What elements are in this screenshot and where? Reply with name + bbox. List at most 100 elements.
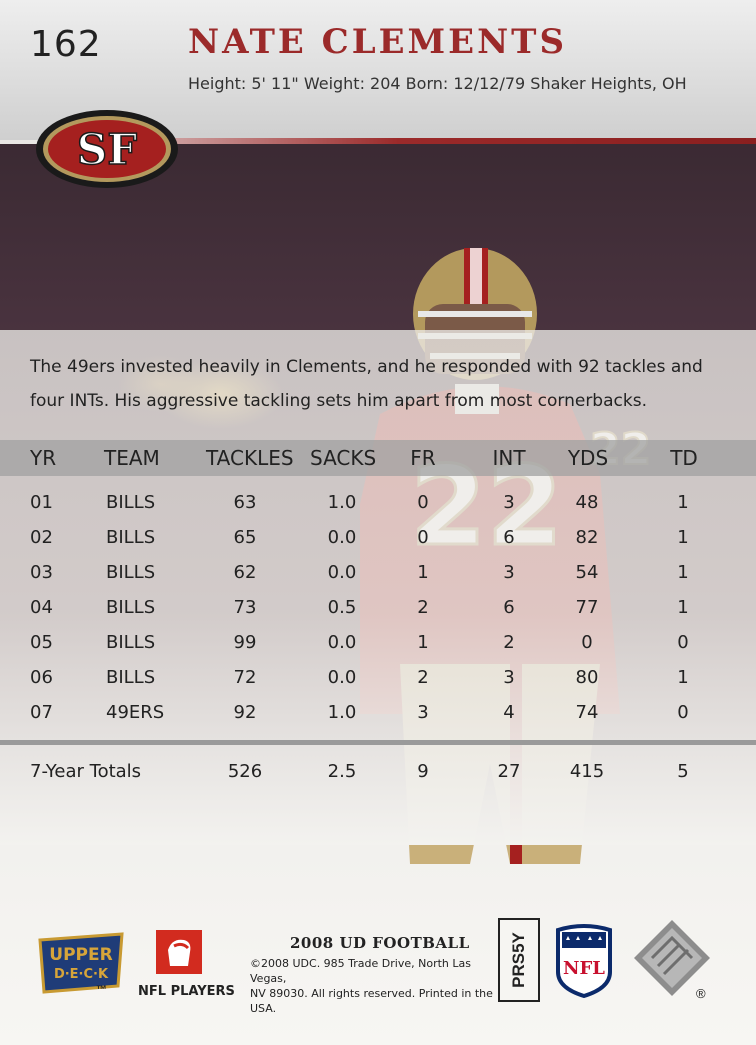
cell-sacks: 0.0 xyxy=(327,667,357,688)
total-int: 27 xyxy=(497,761,521,782)
photo-fade-overlay xyxy=(0,330,756,845)
cell-team: BILLS xyxy=(106,597,156,618)
player-name: NATE CLEMENTS xyxy=(188,22,568,62)
card-code: PRS5Y xyxy=(509,932,528,988)
copyright-line-2: NV 89030. All rights reserved. Printed i… xyxy=(250,987,493,1015)
cell-tackles: 65 xyxy=(233,527,257,548)
cell-int: 6 xyxy=(503,527,515,548)
stats-header-row: YR TEAM TACKLES SACKS FR INT YDS TD xyxy=(0,440,756,476)
cell-yds: 77 xyxy=(575,597,599,618)
cell-tackles: 72 xyxy=(233,667,257,688)
copyright-notice: ©2008 UDC. 985 Trade Drive, North Las Ve… xyxy=(250,956,496,1016)
cell-int: 4 xyxy=(503,702,515,723)
cell-yds: 80 xyxy=(575,667,599,688)
totals-divider xyxy=(0,740,756,745)
cell-int: 6 xyxy=(503,597,515,618)
cell-team: 49ERS xyxy=(106,702,165,723)
hologram-diamond xyxy=(634,920,710,996)
upper-deck-line-2: D·E·C·K xyxy=(54,967,109,982)
nfl-shield-logo: NFL xyxy=(556,924,612,998)
cell-int: 3 xyxy=(503,562,515,583)
cell-tackles: 73 xyxy=(233,597,257,618)
cell-sacks: 1.0 xyxy=(327,492,357,513)
cell-td: 1 xyxy=(677,527,689,548)
table-row: 01 BILLS 63 1.0 0 3 48 1 xyxy=(0,486,756,521)
cell-sacks: 0.0 xyxy=(327,527,357,548)
cell-yr: 07 xyxy=(30,702,53,723)
header-yds: YDS xyxy=(567,446,609,470)
cell-tackles: 92 xyxy=(233,702,257,723)
team-logo-text: SF xyxy=(77,125,137,174)
cell-yr: 03 xyxy=(30,562,53,583)
header-team: TEAM xyxy=(104,446,160,470)
card-number: 162 xyxy=(30,24,102,65)
total-sacks: 2.5 xyxy=(327,761,357,782)
nfl-players-label: NFL PLAYERS xyxy=(138,984,235,999)
cell-yr: 02 xyxy=(30,527,53,548)
upper-deck-logo: UPPER D·E·C·K xyxy=(38,932,124,994)
nfl-players-logo xyxy=(156,930,202,974)
cell-yr: 06 xyxy=(30,667,53,688)
table-row: 03 BILLS 62 0.0 1 3 54 1 xyxy=(0,556,756,591)
header-accent-rule xyxy=(160,138,756,144)
cell-yds: 82 xyxy=(575,527,599,548)
registered-symbol: ® xyxy=(696,986,706,1001)
total-tackles: 526 xyxy=(227,761,263,782)
cell-sacks: 0.0 xyxy=(327,562,357,583)
cell-team: BILLS xyxy=(106,527,156,548)
cell-tackles: 63 xyxy=(233,492,257,513)
table-row: 04 BILLS 73 0.5 2 6 77 1 xyxy=(0,591,756,626)
cell-td: 1 xyxy=(677,562,689,583)
cell-fr: 1 xyxy=(417,632,429,653)
blurb-line-1: The 49ers invested heavily in Clements, … xyxy=(30,357,703,377)
cell-yds: 74 xyxy=(575,702,599,723)
header-tackles: TACKLES xyxy=(206,446,294,470)
trademark-symbol: ™ xyxy=(96,984,107,996)
cell-team: BILLS xyxy=(106,632,156,653)
cell-team: BILLS xyxy=(106,492,156,513)
cell-sacks: 0.5 xyxy=(327,597,357,618)
product-name: 2008 UD FOOTBALL xyxy=(290,934,470,952)
nfl-shield-text: NFL xyxy=(563,958,605,979)
cell-yr: 04 xyxy=(30,597,53,618)
card-code-box: PRS5Y xyxy=(498,918,540,1002)
cell-yr: 01 xyxy=(30,492,53,513)
table-row: 02 BILLS 65 0.0 0 6 82 1 xyxy=(0,521,756,556)
cell-int: 2 xyxy=(503,632,515,653)
cell-fr: 1 xyxy=(417,562,429,583)
cell-td: 0 xyxy=(677,702,689,723)
cell-tackles: 99 xyxy=(233,632,257,653)
upper-deck-line-1: UPPER xyxy=(49,945,112,965)
player-blurb: The 49ers invested heavily in Clements, … xyxy=(30,350,730,418)
cell-sacks: 1.0 xyxy=(327,702,357,723)
table-row: 06 BILLS 72 0.0 2 3 80 1 xyxy=(0,661,756,696)
copyright-line-1: ©2008 UDC. 985 Trade Drive, North Las Ve… xyxy=(250,957,471,985)
cell-fr: 0 xyxy=(417,527,429,548)
cell-fr: 2 xyxy=(417,597,429,618)
total-yds: 415 xyxy=(569,761,605,782)
cell-yds: 54 xyxy=(575,562,599,583)
cell-int: 3 xyxy=(503,667,515,688)
cell-yds: 0 xyxy=(581,632,593,653)
header-int: INT xyxy=(492,446,526,470)
team-logo: SF xyxy=(36,110,178,188)
cell-sacks: 0.0 xyxy=(327,632,357,653)
table-row: 05 BILLS 99 0.0 1 2 0 0 xyxy=(0,626,756,661)
totals-row: 7-Year Totals 526 2.5 9 27 415 5 xyxy=(0,755,756,790)
cell-td: 1 xyxy=(677,667,689,688)
cell-team: BILLS xyxy=(106,667,156,688)
header-fr: FR xyxy=(410,446,436,470)
cell-int: 3 xyxy=(503,492,515,513)
totals-label: 7-Year Totals xyxy=(30,761,142,782)
cell-yr: 05 xyxy=(30,632,53,653)
cell-team: BILLS xyxy=(106,562,156,583)
player-bio: Height: 5' 11" Weight: 204 Born: 12/12/7… xyxy=(188,74,687,93)
cell-fr: 3 xyxy=(417,702,429,723)
cell-yds: 48 xyxy=(575,492,599,513)
cell-tackles: 62 xyxy=(233,562,257,583)
header-sacks: SACKS xyxy=(310,446,377,470)
cell-td: 1 xyxy=(677,597,689,618)
total-fr: 9 xyxy=(417,761,429,782)
cell-fr: 2 xyxy=(417,667,429,688)
